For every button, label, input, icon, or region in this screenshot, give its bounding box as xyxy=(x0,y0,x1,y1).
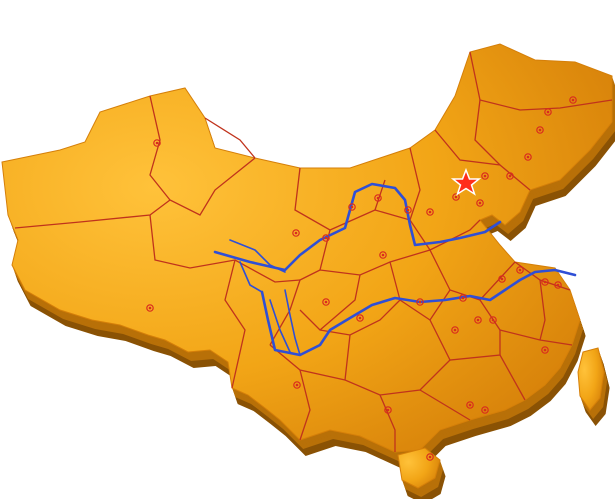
city-dot xyxy=(541,278,549,286)
rivers xyxy=(213,182,577,357)
city-dot xyxy=(544,108,552,116)
city-dot xyxy=(292,229,300,237)
tributary-3 xyxy=(284,289,301,356)
province-border xyxy=(419,389,471,421)
city-dot xyxy=(322,234,330,242)
city-dot xyxy=(481,172,489,180)
city-dot xyxy=(498,275,506,283)
province-borders xyxy=(14,51,613,452)
city-dot xyxy=(146,304,154,312)
province-border xyxy=(299,261,401,336)
city-dot xyxy=(426,208,434,216)
province-border xyxy=(499,354,526,401)
tributary-1 xyxy=(229,239,286,273)
city-dot xyxy=(536,126,544,134)
tributary-2 xyxy=(239,261,263,293)
province-border xyxy=(14,199,171,229)
city-dot xyxy=(489,316,497,324)
province-border xyxy=(469,51,613,111)
city-dot xyxy=(459,294,467,302)
yellow-river xyxy=(213,182,502,272)
province-border xyxy=(479,299,573,346)
city-dot xyxy=(506,172,514,180)
province-border xyxy=(224,259,246,389)
taiwan-island xyxy=(577,347,605,411)
city-dot xyxy=(541,346,549,354)
province-border xyxy=(374,209,481,251)
city-dot xyxy=(474,316,482,324)
tributary-4 xyxy=(269,299,291,353)
city-dot xyxy=(569,96,577,104)
city-dot xyxy=(379,251,387,259)
province-border xyxy=(299,369,311,441)
province-border xyxy=(319,249,431,276)
province-border xyxy=(379,394,396,452)
province-border xyxy=(409,147,421,221)
city-dot xyxy=(293,381,301,389)
province-border xyxy=(474,99,501,166)
city-dot xyxy=(451,326,459,334)
city-dot xyxy=(426,453,434,461)
mainland-shape xyxy=(1,43,613,453)
city-dot xyxy=(466,401,474,409)
province-border xyxy=(204,117,256,159)
province-border xyxy=(149,214,301,283)
province-border xyxy=(269,229,331,346)
city-dot xyxy=(153,139,161,147)
city-dot xyxy=(356,314,364,322)
city-dot xyxy=(516,266,524,274)
city-dot xyxy=(322,298,330,306)
city-dot xyxy=(416,298,424,306)
city-dot xyxy=(404,206,412,214)
province-border xyxy=(319,274,361,331)
city-dot xyxy=(524,153,532,161)
city-dot xyxy=(374,194,382,202)
city-dot xyxy=(348,203,356,211)
yangtze-river xyxy=(260,268,577,357)
city-dot xyxy=(476,199,484,207)
capital-star-icon xyxy=(450,167,482,196)
city-dot xyxy=(481,406,489,414)
city-dot xyxy=(452,193,460,201)
province-border xyxy=(429,319,501,361)
city-markers xyxy=(146,96,577,461)
province-border xyxy=(434,129,531,191)
city-dot xyxy=(554,281,562,289)
city-dot xyxy=(384,406,392,414)
province-border xyxy=(539,279,546,341)
